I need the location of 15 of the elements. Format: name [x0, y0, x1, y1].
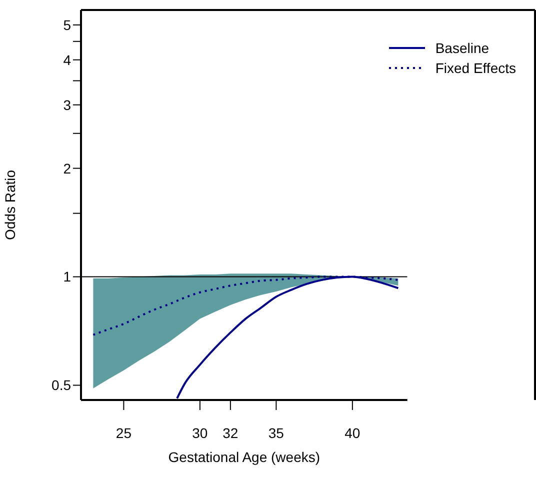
x-tick-label: 25	[116, 424, 132, 441]
y-axis-title: Odds Ratio	[2, 170, 18, 240]
x-tick-label: 30	[192, 424, 208, 441]
legend-label: Baseline	[435, 40, 490, 56]
y-tick-label: 1	[63, 268, 72, 285]
x-tick-label: 32	[222, 424, 238, 441]
y-tick-label: 4	[63, 52, 72, 68]
legend-label: Fixed Effects	[435, 60, 516, 76]
x-tick-label: 40	[344, 424, 360, 441]
x-tick-label: 35	[268, 424, 284, 441]
y-tick-label: 5	[63, 16, 72, 33]
x-axis-title: Gestational Age (weeks)	[168, 449, 320, 465]
y-tick-label: 0.5	[52, 377, 72, 394]
y-tick-label: 2	[63, 160, 72, 176]
y-tick-label: 3	[63, 96, 72, 113]
